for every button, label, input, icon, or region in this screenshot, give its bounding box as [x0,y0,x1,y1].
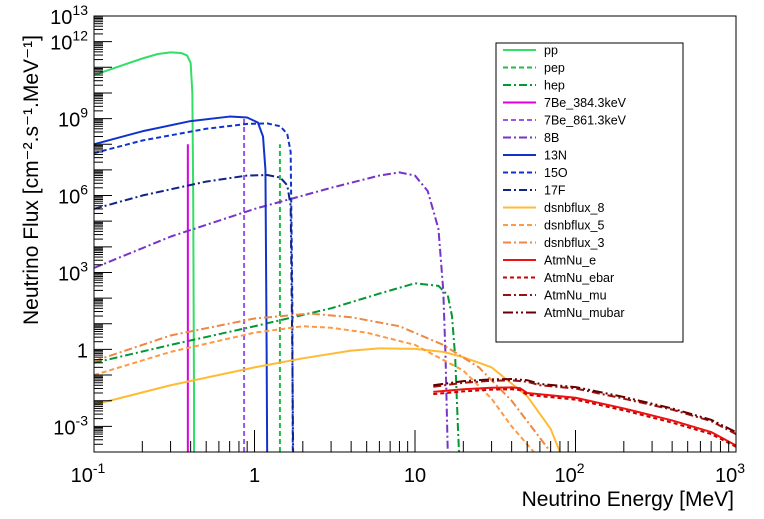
series-line-AtmNu_ebar [433,388,736,448]
series-layer [94,51,736,452]
x-tick-label: 1 [249,465,260,487]
legend-label-dsnbflux_8: dsnbflux_8 [544,201,605,215]
legend-label-8B: 8B [544,131,559,145]
series-line-hep [94,282,460,452]
legend-label-13N: 13N [544,149,567,163]
series-line-AtmNu_e [433,386,736,447]
legend-label-AtmNu_mubar: AtmNu_mubar [544,306,625,320]
y-tick-label: 109 [58,105,88,132]
series-line-13N [94,115,269,452]
legend-label-17F: 17F [544,184,566,198]
series-line-17F [94,174,295,452]
y-axis-title: Neutrino Flux [cm⁻².s⁻¹.MeV⁻¹] [20,35,43,325]
legend-entries: pp pep hep 7Be_384.3keV 7Be_861.3keV 8B 13N 15O… [503,44,627,320]
y-tick-label: 10-3 [53,412,88,439]
legend-label-dsnbflux_5: dsnbflux_5 [544,219,605,233]
y-tick-label: 103 [58,258,88,285]
x-axis-title: Neutrino Energy [MeV] [522,488,734,511]
legend-box [495,42,684,343]
legend-label-7Be_384.3keV: 7Be_384.3keV [544,96,627,110]
y-tick-label: 1 [77,340,88,362]
series-line-dsnbflux_3 [94,312,552,452]
series-line-dsnbflux_5 [94,325,535,452]
legend-label-AtmNu_ebar: AtmNu_ebar [544,271,614,285]
y-tick-label: 1013 [50,2,88,29]
y-tick-label: 106 [58,182,88,209]
series-line-dsnbflux_8 [94,347,561,452]
legend-label-dsnbflux_3: dsnbflux_3 [544,236,605,250]
y-tick-label: 1012 [50,28,88,55]
legend-label-15O: 15O [544,166,568,180]
legend-label-hep: hep [544,79,565,93]
x-tick-label: 103 [715,460,745,487]
series-line-pp [94,51,196,452]
x-tick-label: 102 [554,460,584,487]
legend-label-AtmNu_e: AtmNu_e [544,254,596,268]
legend-label-pep: pep [544,61,565,75]
legend-label-AtmNu_mu: AtmNu_mu [544,289,607,303]
legend-label-7Be_861.3keV: 7Be_861.3keV [544,114,627,128]
legend-label-pp: pp [544,44,558,58]
x-tick-label: 10-1 [71,460,106,487]
ticks-layer [93,15,737,453]
x-tick-label: 10 [404,465,426,487]
series-line-AtmNu_mubar [433,378,736,433]
series-line-8B [94,171,449,452]
legend: pp pep hep 7Be_384.3keV 7Be_861.3keV 8B 13N 15O… [495,42,684,343]
series-line-AtmNu_mu [433,379,736,435]
